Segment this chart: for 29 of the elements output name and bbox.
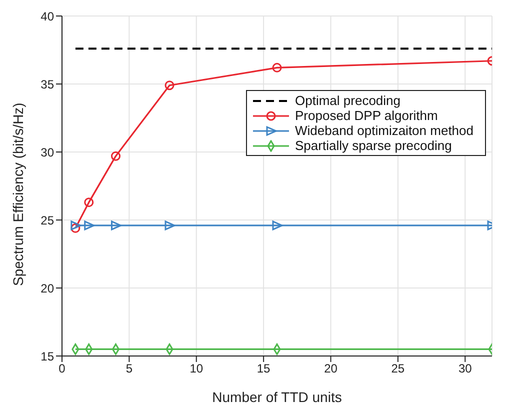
x-tick-label: 10 bbox=[190, 362, 204, 376]
point bbox=[164, 80, 174, 90]
point bbox=[272, 62, 282, 72]
legend-label: Spartially sparse precoding bbox=[295, 138, 452, 153]
legend-label: Optimal precoding bbox=[295, 93, 400, 108]
x-tick-label: 25 bbox=[391, 362, 405, 376]
x-tick-label: 30 bbox=[458, 362, 472, 376]
x-tick-label: 0 bbox=[58, 362, 66, 376]
y-tick-label: 40 bbox=[40, 9, 54, 24]
x-tick-label: 15 bbox=[256, 362, 271, 376]
point bbox=[111, 151, 120, 161]
point bbox=[70, 223, 80, 233]
point bbox=[70, 220, 82, 230]
point bbox=[84, 198, 94, 208]
y-tick-label: 15 bbox=[40, 349, 54, 364]
point bbox=[164, 220, 176, 230]
y-tick-label: 30 bbox=[40, 145, 54, 160]
legend-label: Wideband optimizaiton method bbox=[295, 123, 474, 138]
point bbox=[84, 220, 95, 230]
point bbox=[272, 220, 283, 230]
x-tick-label: 5 bbox=[126, 362, 133, 376]
x-tick-label: 20 bbox=[324, 362, 338, 376]
y-axis-title: Spectrum Efficiency (bit/s/Hz) bbox=[10, 102, 26, 286]
y-tick-label: 35 bbox=[40, 77, 54, 92]
point bbox=[111, 220, 122, 230]
x-axis-title: Number of TTD units bbox=[212, 389, 342, 405]
y-tick-label: 20 bbox=[40, 281, 54, 296]
legend-label: Proposed DPP algorithm bbox=[295, 108, 438, 123]
y-tick-label: 25 bbox=[40, 213, 54, 228]
